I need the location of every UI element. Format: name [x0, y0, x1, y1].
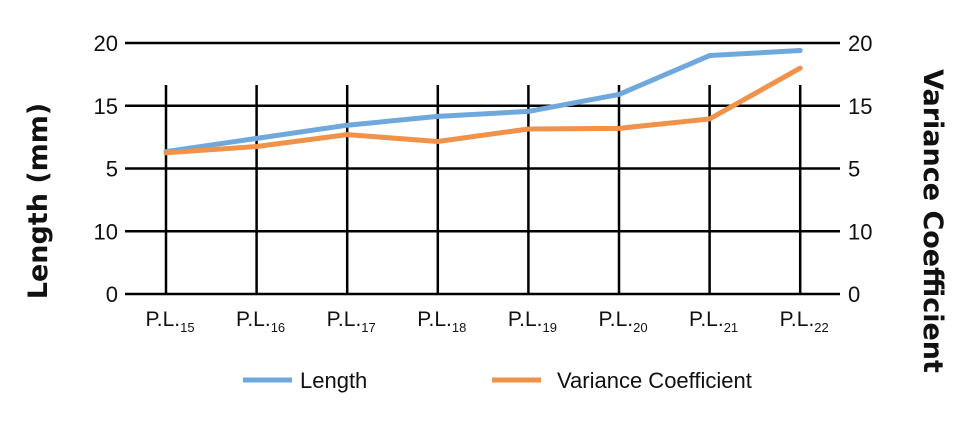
- x-tick-label: P.L.19: [508, 308, 557, 335]
- x-tick-label: P.L.18: [417, 308, 466, 335]
- legend-length-label: Length: [300, 368, 367, 393]
- y-axis-left: 0 10 5 15 20: [94, 31, 118, 307]
- gridlines: [125, 41, 840, 296]
- length-series-line: [163, 48, 803, 155]
- y-axis-right: 0 10 5 15 20: [848, 31, 872, 307]
- legend-variance-label: Variance Coefficient: [557, 368, 752, 393]
- y-tick-label: 10: [94, 219, 118, 244]
- x-tick-label: P.L.21: [689, 308, 738, 335]
- x-axis: P.L.15 P.L.16 P.L.17 P.L.18 P.L.19 P.L.20 P.L.…: [145, 308, 828, 335]
- legend: Length Variance Coefficient: [243, 368, 752, 393]
- x-tick-label: P.L.16: [236, 308, 285, 335]
- y2-axis-title: Variance Coefficient: [917, 69, 948, 373]
- y2-tick-label: 10: [848, 219, 872, 244]
- y-axis-title: Length (mm): [23, 103, 54, 300]
- variance-series-line: [163, 65, 803, 156]
- x-tick-label: P.L.15: [145, 308, 194, 335]
- y-tick-label: 20: [94, 31, 118, 56]
- y-tick-label: 0: [106, 282, 118, 307]
- x-tick-label: P.L.17: [327, 308, 376, 335]
- series-lines: [163, 48, 803, 156]
- y-tick-label: 15: [94, 94, 118, 119]
- y2-tick-label: 0: [848, 282, 860, 307]
- x-tick-label: P.L.22: [780, 308, 829, 335]
- y2-tick-label: 15: [848, 94, 872, 119]
- y2-tick-label: 20: [848, 31, 872, 56]
- y2-tick-label: 5: [848, 157, 860, 182]
- y-tick-label: 5: [106, 157, 118, 182]
- x-tick-label: P.L.20: [598, 308, 647, 335]
